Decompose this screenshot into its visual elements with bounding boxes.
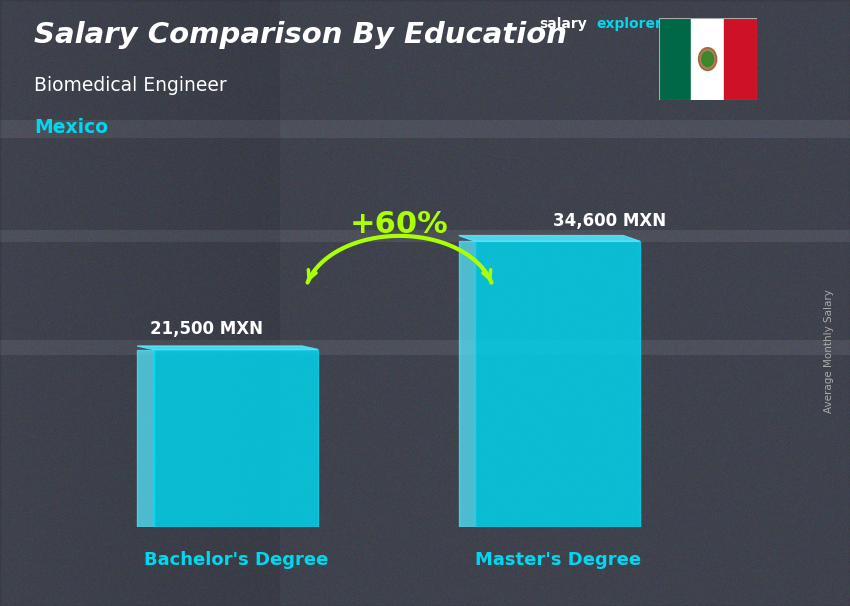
Text: explorer.com: explorer.com (597, 17, 698, 31)
Circle shape (702, 52, 713, 67)
Bar (154, 350, 318, 527)
Text: salary: salary (540, 17, 587, 31)
Text: +60%: +60% (350, 210, 449, 239)
Bar (475, 241, 640, 527)
Text: 34,600 MXN: 34,600 MXN (553, 211, 666, 230)
Polygon shape (137, 346, 318, 350)
Bar (659, 18, 691, 100)
Polygon shape (137, 350, 154, 527)
Bar (724, 18, 756, 100)
Text: Bachelor's Degree: Bachelor's Degree (144, 551, 328, 569)
Text: 21,500 MXN: 21,500 MXN (150, 320, 263, 338)
Text: Average Monthly Salary: Average Monthly Salary (824, 290, 834, 413)
Text: Biomedical Engineer: Biomedical Engineer (34, 76, 227, 95)
Text: Master's Degree: Master's Degree (474, 551, 641, 569)
Circle shape (699, 48, 717, 70)
Bar (691, 18, 724, 100)
Text: Salary Comparison By Education: Salary Comparison By Education (34, 21, 567, 49)
Text: Mexico: Mexico (34, 118, 108, 137)
Polygon shape (459, 236, 640, 241)
Polygon shape (459, 241, 475, 527)
